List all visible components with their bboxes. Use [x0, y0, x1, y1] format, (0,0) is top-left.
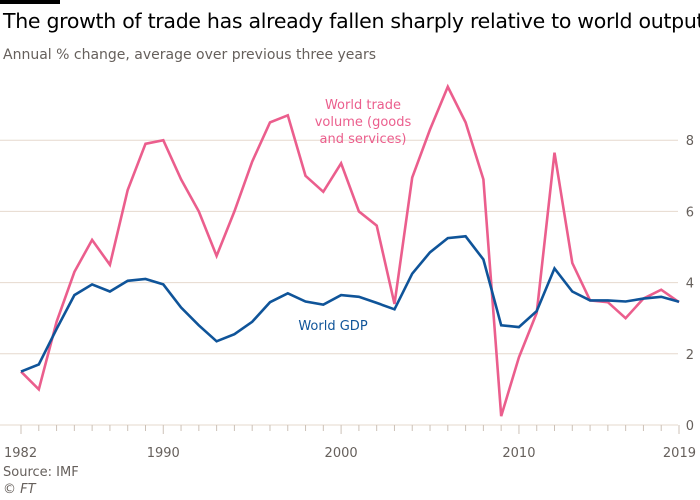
gdp-series-line	[20, 234, 680, 373]
x-tick-label: 2000	[325, 446, 358, 461]
y-tick-label: 2	[686, 348, 694, 363]
brand-bar	[0, 0, 60, 4]
chart-subtitle: Annual % change, average over previous t…	[3, 47, 377, 63]
gdp-series-label: World GDP	[298, 319, 367, 334]
trade-series-label: volume (goods	[315, 115, 412, 130]
y-tick-label: 6	[686, 205, 694, 220]
chart-title: The growth of trade has already fallen s…	[3, 9, 700, 33]
trade-series-label: World trade	[325, 98, 401, 113]
y-tick-label: 4	[686, 277, 694, 292]
y-tick-label: 0	[686, 419, 694, 434]
source-note: Source: IMF	[3, 465, 79, 480]
credit-note: © FT	[3, 482, 36, 497]
trade-series-label: and services)	[319, 132, 406, 147]
x-tick-label: 2010	[502, 446, 535, 461]
trade-series-line	[20, 83, 680, 417]
x-tick-label: 1990	[147, 446, 180, 461]
y-tick-label: 8	[686, 134, 694, 149]
x-tick-label: 1982	[4, 446, 37, 461]
x-tick-label: 2019	[663, 446, 696, 461]
